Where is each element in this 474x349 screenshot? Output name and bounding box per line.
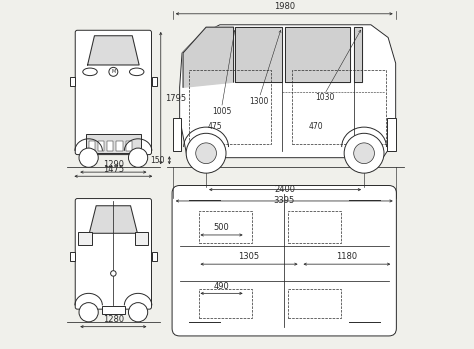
Text: 1180: 1180 <box>337 252 357 261</box>
Text: 475: 475 <box>207 122 222 131</box>
Bar <box>288 289 341 318</box>
Circle shape <box>79 303 98 322</box>
Ellipse shape <box>83 68 97 76</box>
Polygon shape <box>183 27 234 87</box>
Polygon shape <box>354 27 362 82</box>
Bar <box>292 70 386 144</box>
Text: 1280: 1280 <box>103 315 124 324</box>
Circle shape <box>79 148 98 167</box>
Bar <box>152 77 156 86</box>
Bar <box>78 231 92 245</box>
Bar <box>98 141 104 151</box>
FancyBboxPatch shape <box>75 30 152 155</box>
Polygon shape <box>235 27 282 82</box>
Text: 1305: 1305 <box>238 252 260 261</box>
Bar <box>126 141 132 151</box>
Polygon shape <box>285 27 350 82</box>
Bar <box>288 211 341 243</box>
Bar <box>70 252 74 261</box>
Text: 500: 500 <box>214 223 229 232</box>
Circle shape <box>186 133 226 173</box>
Circle shape <box>128 303 148 322</box>
Polygon shape <box>180 25 396 158</box>
Ellipse shape <box>129 68 144 76</box>
Circle shape <box>110 271 116 276</box>
Circle shape <box>109 67 118 76</box>
Bar <box>70 77 74 86</box>
Bar <box>152 252 156 261</box>
Text: M: M <box>111 69 116 74</box>
Bar <box>86 134 141 153</box>
FancyBboxPatch shape <box>75 199 152 309</box>
Text: 1980: 1980 <box>273 2 295 11</box>
Bar <box>173 118 181 151</box>
Text: 1475: 1475 <box>103 165 124 174</box>
Circle shape <box>354 143 374 164</box>
Bar <box>102 306 125 314</box>
Circle shape <box>196 143 217 164</box>
Text: 490: 490 <box>214 282 229 291</box>
Bar <box>107 141 113 151</box>
Bar <box>199 289 253 318</box>
FancyBboxPatch shape <box>172 186 396 336</box>
Bar <box>199 211 253 243</box>
Bar <box>89 141 95 151</box>
Circle shape <box>128 148 148 167</box>
Polygon shape <box>88 36 139 65</box>
Text: 2400: 2400 <box>274 185 296 194</box>
Text: 1300: 1300 <box>250 97 269 105</box>
Text: 1290: 1290 <box>103 161 124 169</box>
Bar <box>135 231 148 245</box>
Text: 1030: 1030 <box>315 93 334 102</box>
Polygon shape <box>89 206 137 233</box>
Text: 470: 470 <box>309 122 323 131</box>
Text: 3395: 3395 <box>273 196 295 206</box>
Bar <box>117 141 123 151</box>
Text: 1795: 1795 <box>165 94 186 103</box>
Bar <box>189 70 271 144</box>
Text: 1005: 1005 <box>212 107 231 116</box>
Circle shape <box>344 133 384 173</box>
Text: 150: 150 <box>150 156 165 165</box>
Bar <box>387 118 396 151</box>
